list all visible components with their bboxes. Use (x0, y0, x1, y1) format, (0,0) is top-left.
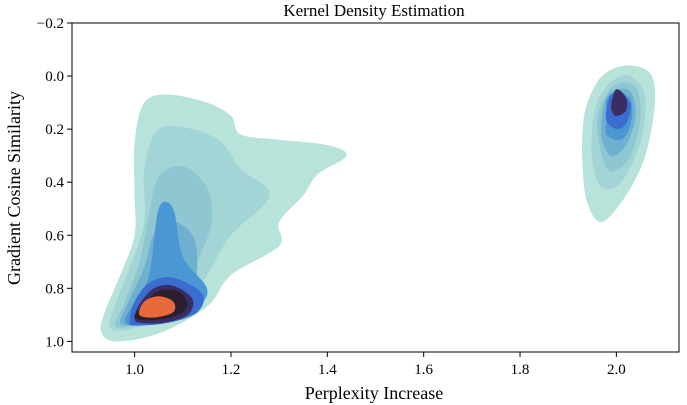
chart-title: Kernel Density Estimation (283, 1, 465, 20)
x-axis-label: Perplexity Increase (305, 383, 443, 403)
y-tick-label: 0.6 (45, 228, 64, 244)
x-tick-label: 1.4 (318, 362, 337, 378)
y-axis-ticks: −0.2 0.0 0.2 0.4 0.6 0.8 1.0 (37, 16, 72, 350)
x-tick-label: 1.2 (222, 362, 241, 378)
x-axis-ticks: 1.0 1.2 1.4 1.6 1.8 2.0 (125, 352, 626, 378)
contour-layer (100, 65, 656, 342)
y-tick-label: 0.0 (45, 69, 64, 85)
x-tick-label: 1.8 (511, 362, 530, 378)
x-tick-label: 1.6 (414, 362, 433, 378)
y-tick-label: 1.0 (45, 334, 64, 350)
y-tick-label: 0.2 (45, 122, 64, 138)
y-tick-label: −0.2 (37, 16, 64, 32)
secondary-cluster (582, 65, 656, 223)
main-cluster (100, 94, 347, 342)
density-contour-level (611, 89, 628, 116)
y-tick-label: 0.8 (45, 281, 64, 297)
y-tick-label: 0.4 (45, 175, 64, 191)
density-contour-level (138, 296, 176, 318)
y-axis-label: Gradient Cosine Similarity (4, 91, 24, 285)
plot-frame (71, 22, 680, 353)
x-tick-label: 2.0 (607, 362, 626, 378)
x-tick-label: 1.0 (125, 362, 144, 378)
